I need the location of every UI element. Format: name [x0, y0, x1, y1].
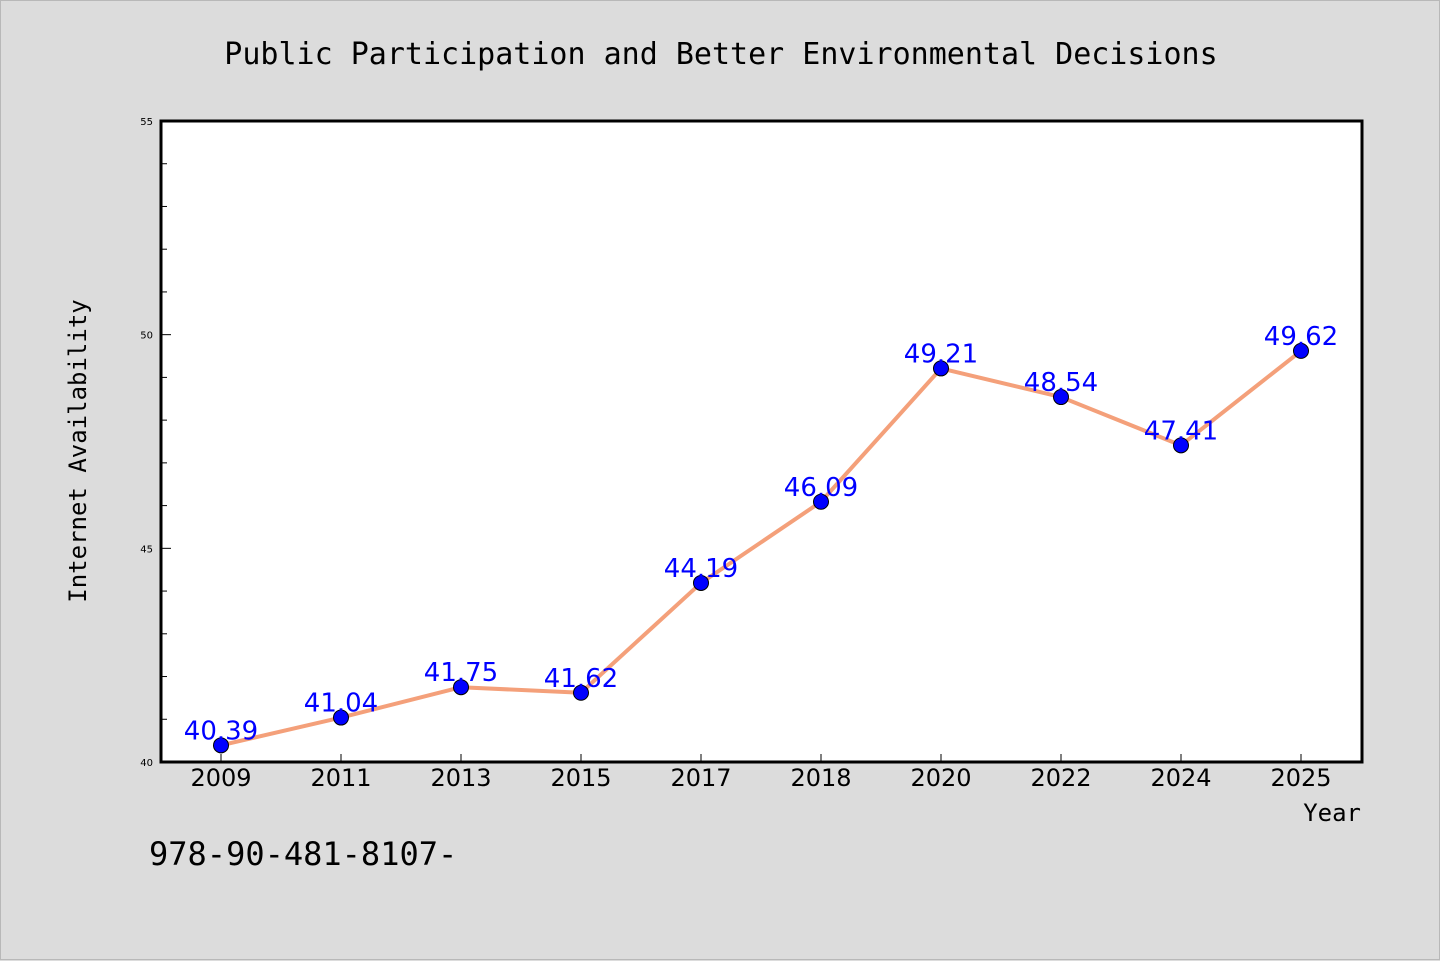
data-point-label: 46.09	[784, 473, 858, 503]
plot-area	[159, 119, 1364, 764]
data-point-label: 41.04	[304, 689, 378, 719]
data-point-label: 49.21	[904, 339, 978, 369]
x-axis-label: Year	[1303, 799, 1361, 827]
y-tick-label: 40	[140, 758, 153, 769]
x-tick-label: 2018	[790, 764, 851, 792]
x-tick-label: 2017	[670, 764, 731, 792]
data-point-marker	[933, 360, 949, 377]
data-point-label: 40.39	[184, 716, 258, 746]
y-tick-label: 55	[140, 117, 153, 128]
x-tick-label: 2013	[430, 764, 491, 792]
data-point-marker	[1053, 389, 1069, 406]
x-tick-label: 2020	[910, 764, 971, 792]
chart-title: Public Participation and Better Environm…	[224, 37, 1217, 72]
x-tick-label: 2025	[1270, 764, 1331, 792]
data-point-marker	[333, 709, 349, 726]
data-point-label: 41.75	[424, 658, 498, 688]
data-point-marker	[453, 679, 469, 696]
data-labels: 40.39 41.04 41.75 41.62 44.19 46.09 49.21 48.54…	[184, 322, 1338, 746]
x-tick-label: 2024	[1150, 764, 1211, 792]
x-tick-label: 2022	[1030, 764, 1091, 792]
data-point-marker	[213, 737, 229, 754]
series-line	[220, 349, 1303, 748]
y-axis-ticks: 40 45 50 55	[140, 117, 171, 769]
x-tick-label: 2011	[310, 764, 371, 792]
footer-text: 978-90-481-8107-	[149, 835, 457, 873]
y-tick-label: 50	[140, 331, 153, 342]
data-point-marker	[813, 493, 829, 510]
data-markers	[213, 342, 1309, 754]
y-axis-label: Internet Availability	[64, 299, 92, 602]
data-point-label: 49.62	[1264, 322, 1338, 352]
data-point-label: 47.41	[1144, 416, 1218, 446]
data-point-label: 41.62	[544, 664, 618, 694]
data-point-label: 48.54	[1024, 368, 1098, 398]
data-point-marker	[693, 574, 709, 591]
data-point-label: 44.19	[664, 554, 738, 584]
data-point-marker	[1293, 342, 1309, 359]
data-point-marker	[1173, 437, 1189, 454]
y-tick-label: 45	[140, 544, 153, 555]
x-tick-label: 2015	[550, 764, 611, 792]
x-axis-ticks: 2009 2011 2013 2015 2017 2018 2020 2022 2024 2025	[190, 754, 1332, 792]
data-point-marker	[573, 684, 589, 701]
x-tick-label: 2009	[190, 764, 251, 792]
